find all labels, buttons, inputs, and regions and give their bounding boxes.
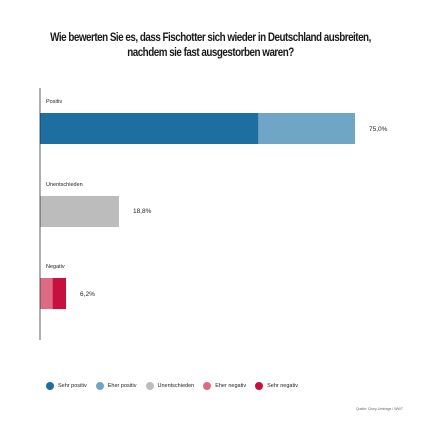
legend-swatch — [46, 382, 54, 390]
value-label: 18,8% — [133, 208, 152, 215]
bar-segment-eher-negativ — [40, 278, 53, 309]
legend-label: Sehr negativ — [267, 383, 298, 389]
bar-segment-unentschieden — [40, 196, 119, 227]
bar-segment-sehr-positiv — [40, 113, 259, 144]
category-label: Unentschieden — [46, 182, 83, 188]
legend-label: Unentschieden — [157, 383, 195, 389]
value-label: 6,2% — [80, 291, 95, 298]
legend-item: Sehr positiv — [46, 382, 87, 390]
legend-swatch — [95, 382, 104, 390]
legend-item: Eher positiv — [95, 382, 137, 390]
chart-title: Wie bewerten Sie es, dass Fischotter sic… — [46, 30, 375, 60]
legend-label: Eher negativ — [215, 383, 247, 389]
category-label: Negativ — [46, 264, 65, 270]
legend-label: Sehr positiv — [58, 383, 87, 389]
chart-title-line-2: nachdem sie fast ausgestorben waren? — [127, 45, 294, 59]
category-label: Positiv — [46, 99, 62, 105]
legend-label: Eher positiv — [107, 383, 137, 389]
bar-segment-eher-positiv — [258, 113, 355, 144]
legend-swatch — [255, 382, 264, 390]
legend-item: Unentschieden — [145, 382, 195, 390]
bar-segment-sehr-negativ — [52, 278, 67, 309]
legend-swatch — [145, 382, 154, 390]
source-note: Quelle: Civey-Umfrage / WWT — [355, 407, 403, 411]
legend-item: Sehr negativ — [255, 382, 298, 390]
chart-title-line-1: Wie bewerten Sie es, dass Fischotter sic… — [50, 30, 371, 44]
legend-item: Eher negativ — [203, 382, 246, 390]
value-label: 75,0% — [369, 126, 388, 133]
legend: Sehr positiv Eher positiv Unentschieden Ehe… — [46, 382, 307, 390]
legend-swatch — [203, 382, 212, 390]
